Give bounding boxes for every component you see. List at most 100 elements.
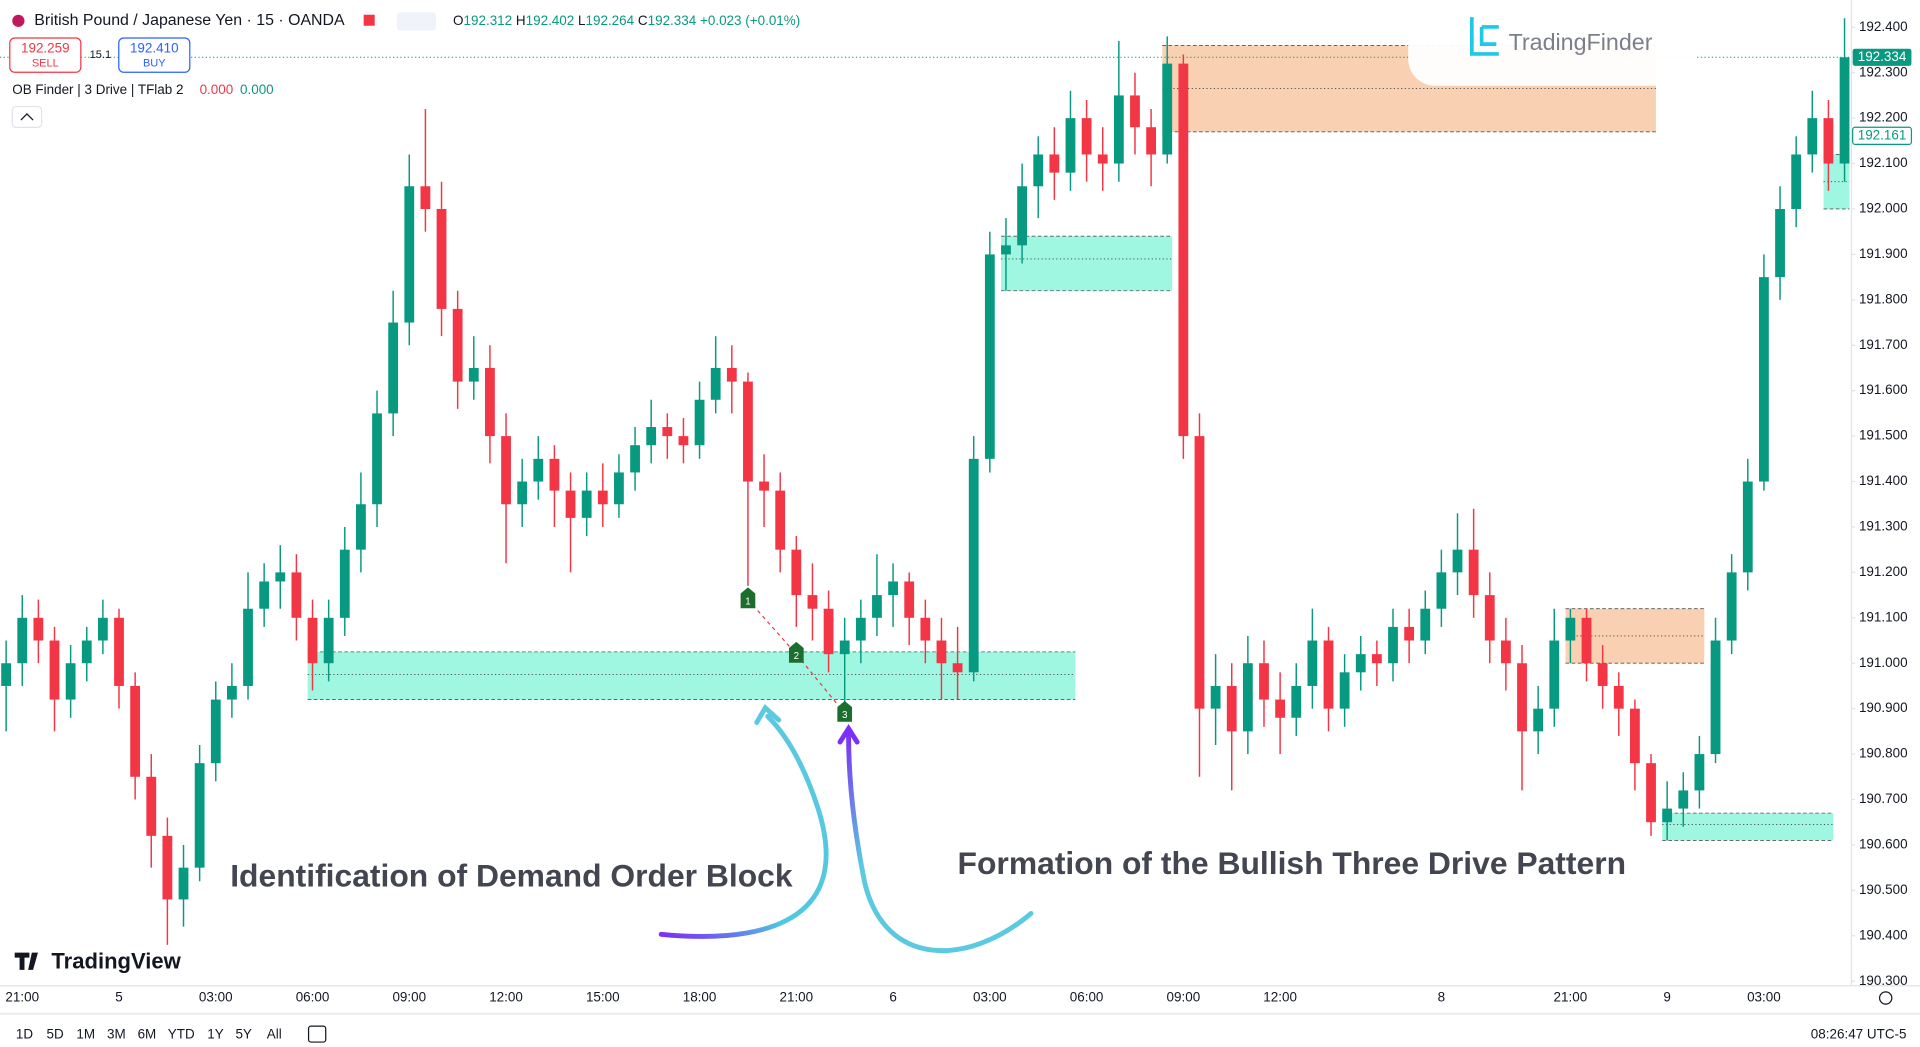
arrow-head [754,703,782,725]
candle-body [888,581,898,596]
x-tick-label: 03:00 [1747,990,1781,1005]
candle-body [1081,118,1092,155]
order-block [1662,813,1834,841]
candle-body [839,640,850,655]
flag[interactable] [363,14,375,26]
toggle[interactable] [396,12,436,31]
collapse-button[interactable] [11,105,43,128]
candle-body [549,458,560,491]
settings-button[interactable] [1878,991,1893,1005]
candle-body [630,445,640,473]
candle-body [291,572,302,618]
range-button[interactable]: 3M [107,1026,126,1041]
x-tick-label: 06:00 [296,990,330,1005]
y-tick-label: 192.400 [1859,19,1908,34]
drive-marker [740,587,756,609]
candle-body [97,617,108,641]
buy-label: BUY [143,58,166,70]
y-tick-label: 191.300 [1859,519,1908,534]
candle-body [1742,481,1753,573]
calendar-button[interactable] [307,1025,327,1043]
candle-body [710,367,721,400]
candle-body [743,381,753,482]
level-badge [1852,126,1913,146]
range-button[interactable]: 6M [138,1026,157,1041]
brand-name: TradingFinder [1509,29,1653,55]
candle-body [194,763,205,868]
range-button[interactable]: 1M [76,1026,95,1041]
candle-body [1597,663,1608,686]
candle-body [565,490,576,518]
candle-body [920,617,931,641]
candle-body [259,581,270,609]
candle-body [1517,663,1527,732]
candle-body [339,549,350,618]
range-button[interactable]: 1Y [207,1026,223,1041]
candle-body [1355,654,1366,673]
candle-body [275,572,286,582]
order-block [1001,236,1173,291]
drive-marker [788,641,804,663]
range-button[interactable]: 5D [47,1026,64,1041]
candle-body [307,617,318,664]
candle-body [17,617,28,664]
candle-body [1371,654,1382,664]
candle-body [485,367,495,437]
candle-body [243,608,253,686]
candle-body [1226,685,1237,732]
candle-body [1097,154,1108,164]
candle-body [1178,63,1189,437]
collapse-icon [20,113,34,121]
candle-body [114,617,124,686]
x-tick-label: 06:00 [1070,990,1104,1005]
y-tick-label: 191.800 [1859,291,1908,306]
y-tick-label: 192.100 [1859,155,1908,170]
x-tick-label: 9 [1663,990,1670,1005]
candle-body [372,413,382,505]
y-tick-label: 192.000 [1859,201,1908,216]
y-tick-label: 190.900 [1859,700,1908,715]
candle-body [49,640,60,700]
x-tick-label: 8 [1438,990,1445,1005]
range-button[interactable]: 5Y [235,1026,251,1041]
candle-body [468,367,479,382]
sell-button[interactable] [9,37,82,73]
candle-body [614,472,624,505]
candle-body [1194,436,1205,709]
buy-button[interactable] [118,37,191,73]
candle-body [855,617,866,641]
range-button[interactable]: 1D [16,1026,33,1041]
candle-body [210,699,221,764]
candle-body [1065,118,1076,173]
range-button[interactable]: YTD [168,1026,195,1041]
range-button[interactable]: All [267,1026,282,1041]
candle-body [1839,57,1850,164]
candle-body [807,595,818,609]
x-tick-label: 21:00 [1554,990,1588,1005]
x-tick-label: 21:00 [5,990,39,1005]
candle-body [694,399,705,446]
y-tick-label: 191.000 [1859,655,1908,670]
x-tick-label: 03:00 [973,990,1007,1005]
candle-body [533,458,544,482]
arrow-head [837,724,860,745]
candle-body [1694,754,1705,791]
candle-body [1533,708,1544,732]
y-tick-label: 190.600 [1859,836,1908,851]
candle-body [517,481,528,505]
buy-price: 192.410 [130,41,179,56]
x-tick-label: 09:00 [392,990,426,1005]
candle-body [1775,208,1785,278]
spread: 15.1 [90,49,111,61]
drive-line [747,599,846,714]
candle-body [678,436,689,446]
y-tick-label: 191.400 [1859,473,1908,488]
candle-body [1049,154,1060,173]
brand-icon [1470,17,1499,56]
toolbar: 1D 5D 1M 3M 6M YTD 1Y 5Y All [16,1026,282,1041]
candle-body [1823,118,1834,164]
platform-logo [14,952,38,970]
drive-marker [837,700,853,722]
